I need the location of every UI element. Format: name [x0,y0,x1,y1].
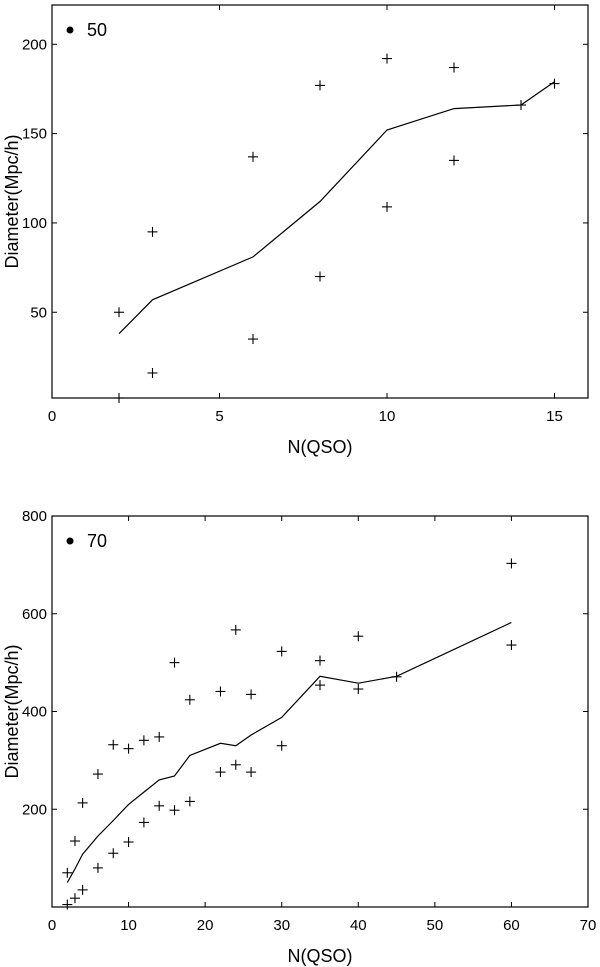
x-tick-label: 60 [503,917,520,934]
x-axis-label: N(QSO) [288,946,353,966]
x-tick-label: 70 [580,917,597,934]
x-tick-label: 5 [215,408,223,425]
y-axis-label: Diameter(Mpc/h) [2,644,22,778]
data-point [69,893,80,904]
legend-label: 50 [87,20,107,40]
legend-dot [66,537,74,545]
data-point [506,558,517,569]
data-point [169,657,180,668]
data-point [147,367,158,378]
data-point [123,836,134,847]
data-point [184,694,195,705]
y-tick-label: 800 [22,508,47,525]
data-point [353,684,364,695]
legend-label: 70 [87,531,107,551]
mean-line [66,621,512,883]
data-point [108,739,119,750]
data-point [147,226,158,237]
data-point [353,631,364,642]
data-point [449,155,459,166]
data-point [92,769,103,780]
data-point [215,686,226,697]
data-point [77,797,88,808]
data-point [246,767,257,778]
x-tick-label: 50 [427,917,444,934]
data-point [506,640,517,651]
data-point [62,899,73,910]
data-point [449,62,459,73]
data-point [123,743,134,754]
x-tick-label: 15 [546,408,563,425]
data-point [184,796,195,807]
plot-diameter-50: 0 5 10 15 50 100 150 200 N(QSO) Diameter(Mpc/h) 50 [2,4,589,457]
plot-diameter-70: 0 10 20 30 40 50 60 70 200 400 600 800 N(QSO) Diamete… [2,508,596,966]
data-point [154,731,165,742]
data-point [248,334,258,345]
x-tick-label: 10 [379,408,396,425]
data-point [114,393,124,403]
plot-frame [51,515,589,908]
x-axis-label: N(QSO) [288,437,353,457]
data-point [248,151,258,162]
data-point [315,80,325,91]
data-point [276,740,287,751]
data-point [230,759,241,770]
x-tick-label: 20 [197,917,214,934]
data-point [138,817,149,828]
x-tick-label: 30 [273,917,290,934]
data-point [154,800,165,811]
data-point [315,655,325,666]
legend-dot [66,26,74,34]
data-point [230,624,241,635]
y-tick-label: 400 [22,704,47,721]
x-tick-label: 0 [48,408,56,425]
data-point [215,767,226,778]
y-tick-label: 200 [22,36,47,53]
data-point [549,78,560,89]
data-point [391,671,402,682]
data-point [62,867,73,878]
data-point [69,836,80,847]
data-point [138,735,149,746]
y-tick-label: 150 [22,126,47,143]
x-tick-label: 10 [120,917,137,934]
data-point [276,646,287,657]
data-point [516,100,526,111]
data-point [169,805,180,816]
x-tick-label: 40 [350,917,367,934]
x-tick-label: 0 [48,917,56,934]
mean-line [118,81,555,335]
plot-frame [51,4,589,399]
y-tick-label: 200 [22,801,47,818]
data-point [382,201,392,212]
data-point [108,848,119,859]
y-axis-label: Diameter(Mpc/h) [2,134,22,268]
y-tick-label: 100 [22,215,47,232]
y-tick-label: 50 [30,304,47,321]
data-point [315,271,325,282]
data-point [92,862,103,873]
data-point [315,680,325,691]
data-point [114,307,124,318]
data-point [77,884,88,895]
y-tick-label: 600 [22,606,47,623]
data-point [382,53,392,64]
data-point [246,689,257,700]
